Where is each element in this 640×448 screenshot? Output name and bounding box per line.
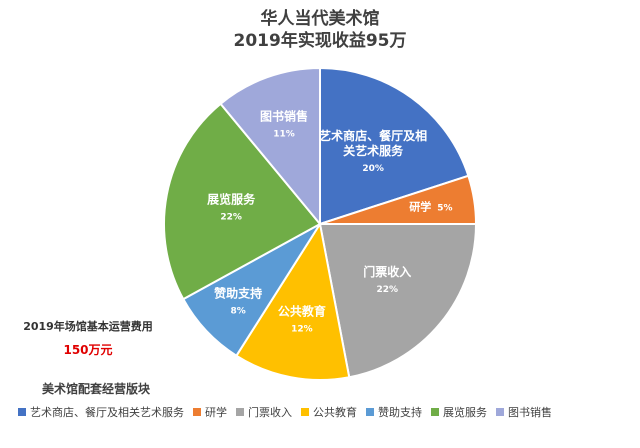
pie-slice-art-shop: [319, 66, 470, 226]
legend-item-sponsorship: 赞助支持: [366, 404, 422, 420]
legend-swatch: [193, 408, 201, 416]
legend-item-public-education: 公共教育: [301, 404, 357, 420]
pie-slice-exhibition-service: [163, 102, 322, 301]
legend-label: 研学: [205, 406, 227, 419]
legend-title: 美术馆配套经营版块: [42, 382, 151, 396]
operating-cost-value: 150万元: [63, 343, 113, 357]
legend-label: 展览服务: [443, 406, 487, 419]
slice-label-exhibition-service: 展览服务 22%: [207, 192, 256, 223]
chart-title-line1: 华人当代美术馆: [260, 9, 380, 29]
operating-cost-label: 2019年场馆基本运营费用: [23, 320, 153, 333]
legend-label: 艺术商店、餐厅及相关艺术服务: [30, 406, 184, 419]
legend-item-art-shop: 艺术商店、餐厅及相关艺术服务: [18, 404, 184, 420]
pie-slice-public-education: [235, 221, 351, 381]
pie-slice-book-sales: [219, 66, 321, 227]
slice-label-ticket-income: 门票收入 22%: [363, 264, 411, 295]
legend-swatch: [496, 408, 504, 416]
legend-swatch: [18, 408, 26, 416]
slice-label-book-sales: 图书销售 11%: [260, 109, 308, 140]
legend-item-ticket-income: 门票收入: [236, 404, 292, 420]
legend-item-exhibition-service: 展览服务: [431, 404, 487, 420]
legend-label: 图书销售: [508, 406, 552, 419]
chart-title-line2: 2019年实现收益95万: [233, 31, 407, 51]
legend-swatch: [236, 408, 244, 416]
slice-label-art-shop: 艺术商店、餐厅及相关艺术服务 20%: [319, 128, 427, 174]
legend-label: 门票收入: [248, 406, 292, 419]
legend-swatch: [431, 408, 439, 416]
legend-label: 公共教育: [313, 406, 357, 419]
slice-label-public-education: 公共教育 12%: [278, 304, 326, 335]
legend-swatch: [301, 408, 309, 416]
pie-slice-ticket-income: [318, 223, 478, 379]
legend-swatch: [366, 408, 374, 416]
slice-label-sponsorship: 赞助支持 8%: [213, 285, 262, 316]
legend-item-book-sales: 图书销售: [496, 404, 552, 420]
legend-label: 赞助支持: [378, 406, 422, 419]
chart-legend: 艺术商店、餐厅及相关艺术服务 研学 门票收入 公共教育 赞助支持 展览服务 图书销售: [18, 404, 638, 420]
slice-label-study-tour: 研学 5%: [409, 199, 452, 213]
legend-item-study-tour: 研学: [193, 404, 227, 420]
